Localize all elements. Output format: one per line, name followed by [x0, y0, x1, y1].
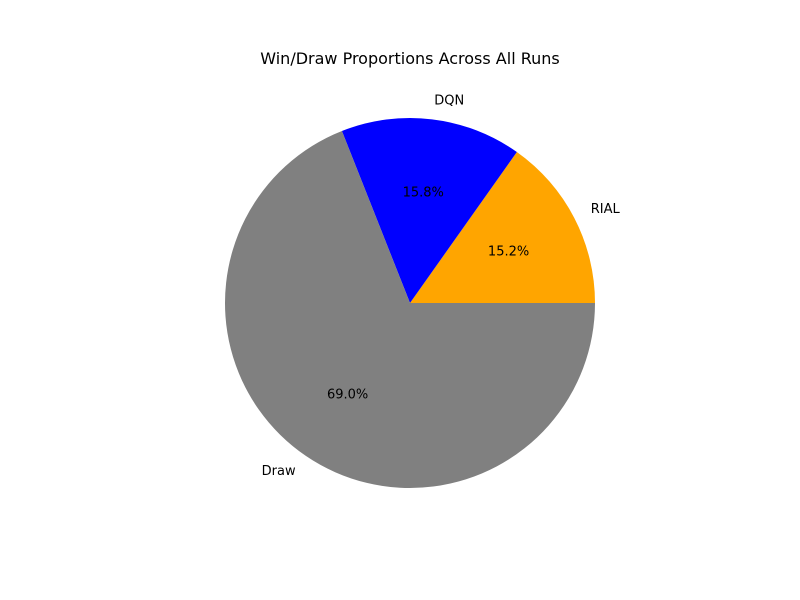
pie-slice-rial — [410, 151, 595, 303]
pie-labels: RIAL 15.2% DQN 15.8% Draw 69.0% — [262, 93, 621, 478]
slice-label-dqn: DQN — [434, 93, 464, 108]
slice-label-draw: Draw — [262, 464, 296, 479]
pie-slice-draw — [225, 130, 596, 489]
slice-label-rial: RIAL — [591, 202, 621, 217]
slice-percent-dqn: 15.8% — [403, 185, 444, 200]
chart-title: Win/Draw Proportions Across All Runs — [260, 49, 559, 68]
pie-slice-dqn — [341, 118, 517, 303]
pie-slices — [225, 118, 596, 489]
slice-percent-draw: 69.0% — [327, 387, 368, 402]
slice-percent-rial: 15.2% — [488, 244, 529, 259]
